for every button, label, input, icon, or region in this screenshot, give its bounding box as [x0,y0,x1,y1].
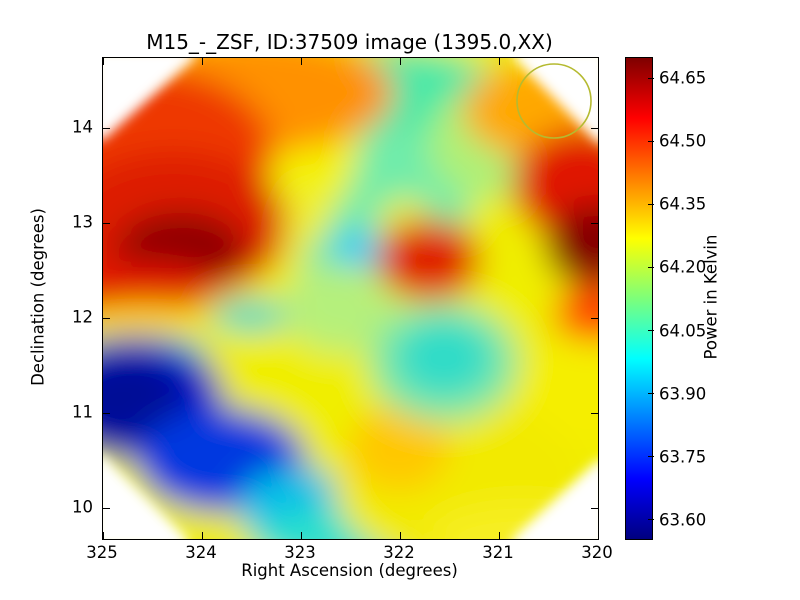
x-tick-mark [102,532,104,539]
x-tick-mark [399,58,401,65]
y-tick-label: 12 [72,307,93,327]
colorbar-tick-mark [648,330,654,332]
colorbar-tick-mark [648,77,654,79]
colorbar-tick-label: 63.75 [659,447,707,467]
x-tick-mark [300,532,302,539]
colorbar [625,57,653,540]
x-tick-mark [498,532,500,539]
colorbar-tick-label: 64.05 [659,321,707,341]
heatmap-plot-area [102,57,599,540]
x-tick-label: 323 [284,543,316,562]
x-tick-label: 320 [581,543,613,562]
y-tick-mark [103,222,110,224]
y-tick-label: 14 [72,117,93,137]
y-tick-label: 11 [72,402,93,422]
beam-circle-annotation [516,63,592,139]
colorbar-tick-mark [648,456,654,458]
x-tick-label: 322 [383,543,415,562]
x-tick-mark [300,58,302,65]
plot-title: M15_-_ZSF, ID:37509 image (1395.0,XX) [146,30,553,54]
colorbar-tick-label: 64.20 [659,257,707,277]
colorbar-tick-label: 64.50 [659,131,707,151]
x-tick-mark [399,532,401,539]
y-tick-label: 13 [72,212,93,232]
y-tick-mark [103,127,110,129]
colorbar-tick-mark [648,140,654,142]
x-tick-mark [597,532,599,539]
mask-corners [103,58,598,539]
x-tick-label: 324 [185,543,217,562]
y-axis-label: Declination (degrees) [28,208,48,386]
colorbar-tick-mark [648,519,654,521]
x-axis-label: Right Ascension (degrees) [241,561,458,580]
x-tick-label: 321 [482,543,514,562]
colorbar-tick-mark [648,393,654,395]
y-tick-mark [591,222,598,224]
y-tick-mark [103,412,110,414]
colorbar-tick-mark [648,266,654,268]
x-tick-mark [201,58,203,65]
x-tick-mark [102,58,104,65]
y-tick-mark [591,127,598,129]
x-tick-mark [201,532,203,539]
y-tick-mark [103,317,110,319]
colorbar-tick-label: 64.35 [659,194,707,214]
y-tick-mark [591,317,598,319]
colorbar-tick-label: 64.65 [659,68,707,88]
y-tick-mark [591,412,598,414]
colorbar-label: Power in Kelvin [701,234,721,360]
colorbar-tick-mark [648,203,654,205]
x-tick-mark [498,58,500,65]
x-tick-mark [597,58,599,65]
colorbar-tick-label: 63.90 [659,384,707,404]
y-tick-mark [103,507,110,509]
y-tick-mark [591,507,598,509]
y-tick-label: 10 [72,497,93,517]
x-tick-label: 325 [86,543,118,562]
heatmap-field [103,58,598,539]
colorbar-tick-label: 63.60 [659,510,707,530]
heatmap-image [103,58,598,539]
